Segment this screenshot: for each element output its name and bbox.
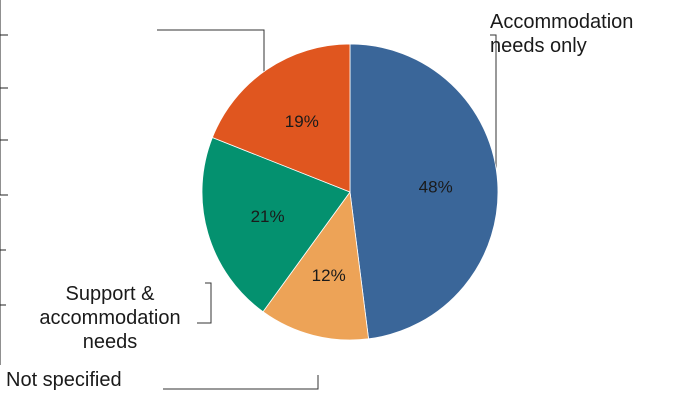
slice-percent-label-1: 48% [419,178,453,197]
leader-line-not-specified [163,375,319,390]
pie-slice-3 [201,137,351,313]
pie-slice-1 [349,43,499,340]
slice-percent-label-3: 21% [251,207,285,226]
slice-percent-label-4: 19% [285,112,319,131]
slice-category-label-1: Accommodation needs only [490,11,633,57]
slice-percent-label-2: 12% [312,266,346,285]
pie-slice-4 [211,43,351,193]
pie-slice-2 [262,190,369,341]
slice-category-label-2: Not specified [6,369,122,391]
leader-line-support [197,282,212,324]
leader-line-unlabeled [157,29,270,73]
slice-category-label-3: Support & accommodation needs [39,283,180,353]
left-table-fragment [0,0,8,365]
